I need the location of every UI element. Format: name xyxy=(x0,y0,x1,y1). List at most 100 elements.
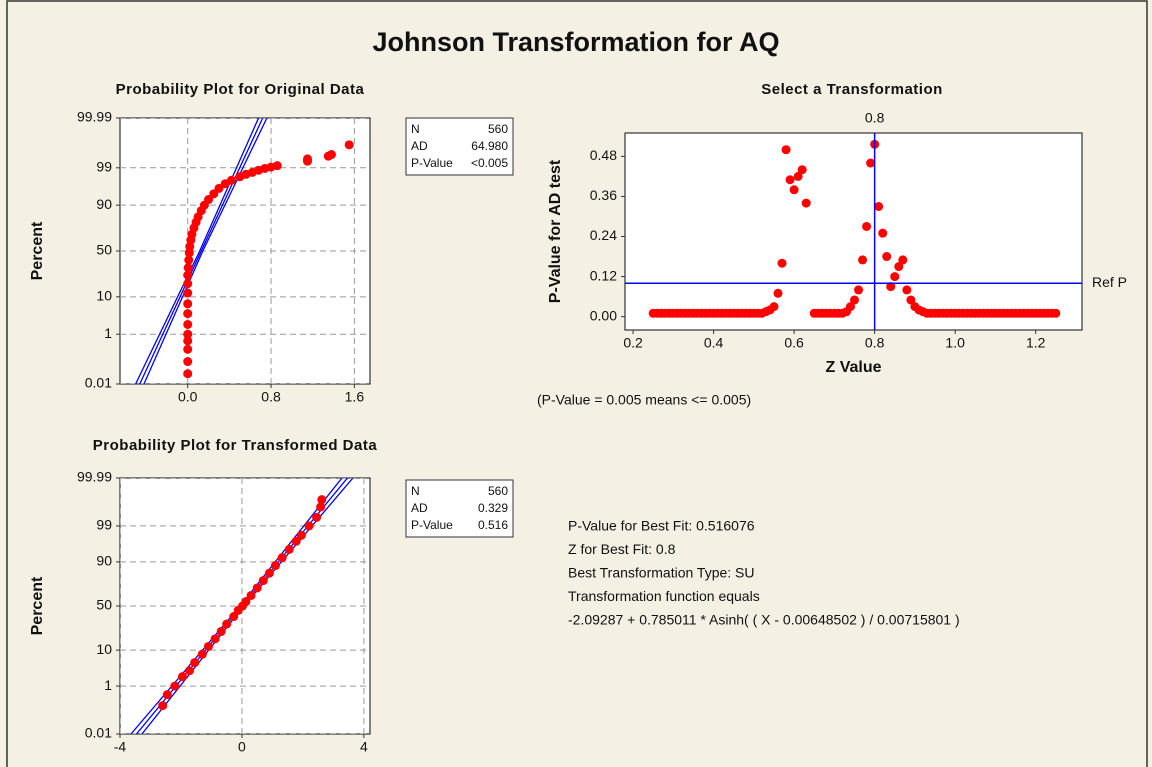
point xyxy=(259,576,268,585)
point xyxy=(183,309,192,318)
ref-label: Ref P xyxy=(1092,274,1127,290)
point xyxy=(878,229,887,238)
stat-label: AD xyxy=(411,139,428,153)
point xyxy=(183,299,192,308)
point xyxy=(227,176,236,185)
chart-title: Probability Plot for Transformed Data xyxy=(93,437,378,454)
point xyxy=(312,513,321,522)
point xyxy=(198,650,207,659)
ref-label: 0.8 xyxy=(865,110,885,126)
y-axis-label: P-Value for AD test xyxy=(547,159,564,303)
point xyxy=(778,259,787,268)
y-tick-label: 0.24 xyxy=(590,227,617,243)
note: (P-Value = 0.005 means <= 0.005) xyxy=(537,392,751,408)
point xyxy=(305,521,314,530)
y-tick-label: 90 xyxy=(96,553,112,569)
y-tick-label: 1 xyxy=(104,677,112,693)
page: {"title": "Johnson Transformation for AQ… xyxy=(0,0,1152,767)
point xyxy=(247,591,256,600)
stat-value: <0.005 xyxy=(471,156,508,170)
point xyxy=(222,620,231,629)
y-tick-label: 50 xyxy=(96,597,112,613)
y-tick-label: 10 xyxy=(96,641,112,657)
y-tick-label: 99.99 xyxy=(77,469,112,485)
point xyxy=(273,161,282,170)
point xyxy=(183,345,192,354)
point xyxy=(882,252,891,261)
point xyxy=(265,569,274,578)
point xyxy=(158,701,167,710)
point xyxy=(183,369,192,378)
stat-value: 560 xyxy=(488,484,508,498)
point xyxy=(170,682,179,691)
x-tick-label: -4 xyxy=(114,739,127,755)
stat-value: 64.980 xyxy=(471,139,508,153)
point xyxy=(786,175,795,184)
y-tick-label: 99 xyxy=(96,159,112,175)
x-tick-label: 1.6 xyxy=(345,389,365,405)
point xyxy=(183,357,192,366)
result-line: -2.09287 + 0.785011 * Asinh( ( X - 0.006… xyxy=(568,612,960,628)
x-tick-label: 1.0 xyxy=(945,335,965,351)
point xyxy=(898,255,907,264)
point xyxy=(184,263,193,272)
stat-label: P-Value xyxy=(411,518,453,532)
point xyxy=(183,330,192,339)
point xyxy=(204,642,213,651)
point xyxy=(217,627,226,636)
point xyxy=(183,289,192,298)
point xyxy=(185,666,194,675)
point xyxy=(303,154,312,163)
x-tick-label: 0 xyxy=(238,739,246,755)
y-tick-label: 0.48 xyxy=(590,147,617,163)
result-line: Best Transformation Type: SU xyxy=(568,565,755,581)
point xyxy=(317,495,326,504)
y-tick-label: 0.00 xyxy=(590,307,617,323)
point xyxy=(297,531,306,540)
x-tick-label: 1.2 xyxy=(1026,335,1046,351)
stat-label: N xyxy=(411,122,420,136)
point xyxy=(862,222,871,231)
result-line: P-Value for Best Fit: 0.516076 xyxy=(568,518,755,534)
point xyxy=(854,285,863,294)
x-axis-label: Z Value xyxy=(825,359,881,376)
stat-label: N xyxy=(411,484,420,498)
point xyxy=(190,658,199,667)
x-tick-label: 0.8 xyxy=(261,389,281,405)
point xyxy=(253,583,262,592)
point xyxy=(790,185,799,194)
point xyxy=(902,285,911,294)
x-tick-label: 0.2 xyxy=(623,335,643,351)
main-title: Johnson Transformation for AQ xyxy=(372,27,779,57)
point xyxy=(769,302,778,311)
stat-value: 0.329 xyxy=(478,501,508,515)
x-tick-label: 0.4 xyxy=(704,335,724,351)
point xyxy=(178,672,187,681)
result-line: Transformation function equals xyxy=(568,588,760,604)
point xyxy=(774,289,783,298)
stat-label: AD xyxy=(411,501,428,515)
stat-value: 560 xyxy=(488,122,508,136)
point xyxy=(874,202,883,211)
point xyxy=(850,295,859,304)
point xyxy=(285,545,294,554)
y-tick-label: 99 xyxy=(96,517,112,533)
x-tick-label: 0.6 xyxy=(784,335,804,351)
y-tick-label: 99.99 xyxy=(77,109,112,125)
point xyxy=(798,165,807,174)
point xyxy=(211,634,220,643)
chart-title: Select a Transformation xyxy=(761,81,943,98)
x-tick-label: 4 xyxy=(360,739,368,755)
y-tick-label: 0.12 xyxy=(590,267,617,283)
y-axis-label: Percent xyxy=(29,576,46,635)
point xyxy=(327,150,336,159)
point xyxy=(271,561,280,570)
point xyxy=(163,690,172,699)
point xyxy=(183,279,192,288)
point xyxy=(782,145,791,154)
chart-title: Probability Plot for Original Data xyxy=(116,81,365,98)
y-tick-label: 0.36 xyxy=(590,187,617,203)
x-tick-label: 0.8 xyxy=(865,335,885,351)
result-line: Z for Best Fit: 0.8 xyxy=(568,541,676,557)
x-tick-label: 0.0 xyxy=(178,389,198,405)
